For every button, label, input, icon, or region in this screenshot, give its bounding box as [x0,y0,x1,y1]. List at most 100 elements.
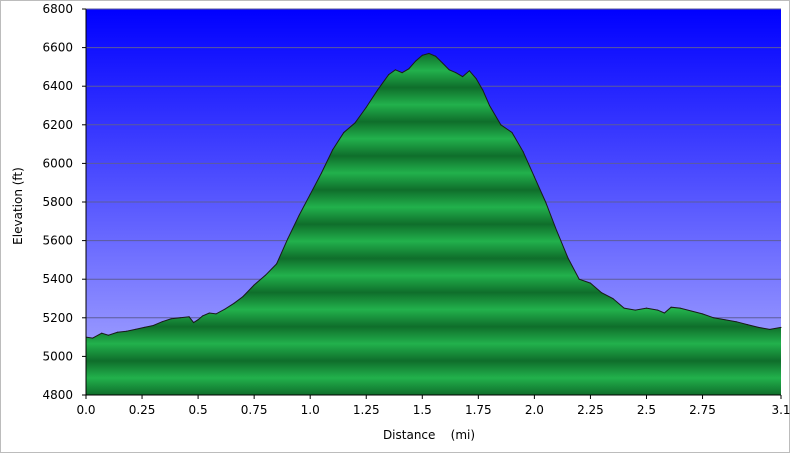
y-tick-label: 6800 [42,2,73,16]
elevation-point [253,284,255,286]
x-tick-label: 2.5 [637,403,656,417]
elevation-point [215,313,217,315]
elevation-point [511,132,513,133]
elevation-point [589,282,591,284]
elevation-point [197,319,199,321]
elevation-point [713,317,715,319]
elevation-point [758,326,760,328]
elevation-point [634,309,636,311]
elevation-point [134,328,136,330]
y-tick-label: 5200 [42,311,73,325]
elevation-point [170,318,172,320]
elevation-point [101,332,103,334]
elevation-point [161,321,163,323]
elevation-point [188,316,190,318]
elevation-point [663,312,665,314]
elevation-point [298,215,300,216]
elevation-point [343,132,345,133]
elevation-point [612,298,614,299]
elevation-point [455,72,457,74]
elevation-point [408,68,410,70]
x-tick-label: 0.5 [189,403,208,417]
x-tick-label: 2.0 [525,403,544,417]
x-tick-label: 2.75 [689,403,716,417]
elevation-point [769,328,771,330]
elevation-point [332,149,334,151]
elevation-point [287,238,289,240]
x-tick-label: 1.0 [301,403,320,417]
elevation-point [702,313,703,315]
elevation-point [309,193,311,195]
y-tick-label: 5600 [42,234,73,248]
elevation-point [365,106,367,108]
y-tick-label: 6200 [42,118,73,132]
elevation-point [242,296,244,298]
elevation-point [435,55,437,57]
elevation-point [556,230,558,232]
x-axis-title: Distance (mi) [383,428,475,442]
elevation-point [545,201,547,203]
elevation-point [320,172,322,174]
elevation-point [428,52,430,54]
elevation-point [475,78,477,79]
x-tick-label: 1.5 [413,403,432,417]
x-tick-label: 0.75 [241,403,268,417]
y-tick-label: 4800 [42,388,73,402]
elevation-point [690,310,692,312]
elevation-point [500,124,502,126]
elevation-point [354,122,356,124]
elevation-point [388,74,390,76]
elevation-point [377,89,378,91]
elevation-point [623,307,625,309]
elevation-point [233,302,235,304]
x-tick-label: 0.25 [129,403,156,417]
elevation-point [401,72,403,74]
y-tick-label: 6600 [42,41,73,55]
elevation-point [92,337,94,339]
y-tick-label: 6400 [42,79,73,93]
x-tick-label: 1.75 [465,403,492,417]
elevation-point [179,317,181,319]
elevation-point [125,330,127,332]
x-tick-label: 1.25 [353,403,380,417]
elevation-point [152,325,154,326]
elevation-line [85,52,782,339]
elevation-point [276,263,278,265]
elevation-point [421,54,423,56]
elevation-point [116,331,118,333]
elevation-point [468,70,470,72]
elevation-point [143,326,145,328]
y-tick-label: 5000 [42,349,73,363]
elevation-point [533,176,535,178]
y-tick-label: 5400 [42,272,73,286]
elevation-point [482,89,484,91]
elevation-point [202,315,204,317]
elevation-point [394,69,396,71]
elevation-point [264,274,266,276]
x-tick-label: 3.1 [771,403,790,417]
elevation-point [670,306,672,308]
elevation-area [86,53,781,396]
y-tick-label: 6000 [42,156,73,170]
y-tick-label: 5800 [42,195,73,209]
elevation-point [735,321,737,323]
elevation-point [522,151,524,153]
elevation-point [746,324,748,326]
elevation-point [567,257,569,259]
elevation-point [601,292,603,294]
elevation-point [646,307,647,309]
elevation-point [448,69,450,71]
elevation-point [193,322,195,324]
elevation-point [578,278,580,280]
elevation-point [679,307,681,309]
elevation-point [462,76,464,78]
elevation-point [208,312,210,314]
elevation-point [415,60,417,62]
x-tick-label: 0.0 [76,403,95,417]
elevation-point [107,334,109,336]
elevation-point [724,319,726,321]
elevation-point [657,309,659,311]
y-axis-title: Elevation (ft) [11,167,25,245]
